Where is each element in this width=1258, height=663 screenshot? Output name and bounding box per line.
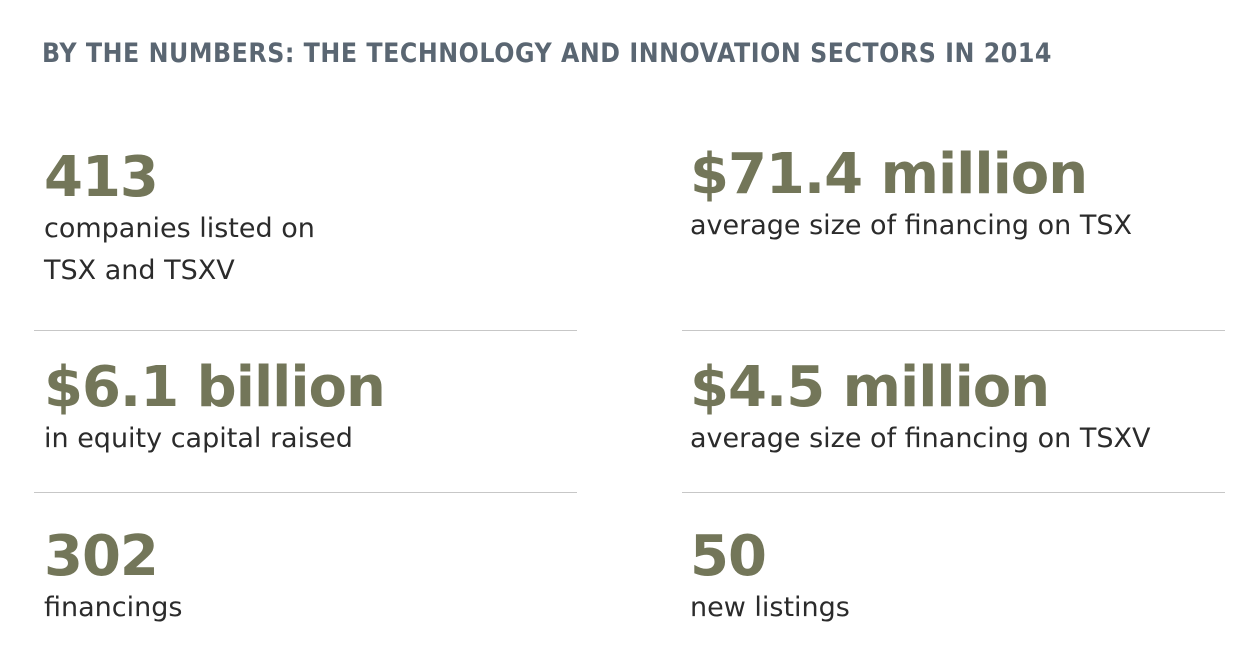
divider xyxy=(34,492,577,493)
stat-average-financing-tsx: $71.4 million average size of financing … xyxy=(690,145,1210,247)
divider xyxy=(34,330,577,331)
divider xyxy=(682,492,1225,493)
stat-label: average size of financing on TSX xyxy=(690,210,1132,241)
stat-value: 50 xyxy=(690,524,767,589)
stat-label: in equity capital raised xyxy=(44,423,353,454)
stat-value: 302 xyxy=(44,524,159,589)
stat-value: $6.1 billion xyxy=(44,355,386,420)
stat-label: new listings xyxy=(690,592,850,623)
stat-new-listings: 50 new listings xyxy=(690,527,1210,629)
stat-value: $4.5 million xyxy=(690,355,1050,420)
stat-label: average size of financing on TSXV xyxy=(690,423,1151,454)
divider xyxy=(682,330,1225,331)
page-title: BY THE NUMBERS: THE TECHNOLOGY AND INNOV… xyxy=(42,38,1052,69)
stat-financings: 302 financings xyxy=(44,527,564,629)
stat-label: companies listed on TSX and TSXV xyxy=(44,213,315,286)
stat-average-financing-tsxv: $4.5 million average size of financing o… xyxy=(690,358,1210,460)
stat-equity-capital: $6.1 billion in equity capital raised xyxy=(44,358,564,460)
stat-value: $71.4 million xyxy=(690,142,1088,207)
stat-value: 413 xyxy=(44,145,159,210)
stat-companies-listed: 413 companies listed on TSX and TSXV xyxy=(44,148,344,292)
stat-label: financings xyxy=(44,592,183,623)
